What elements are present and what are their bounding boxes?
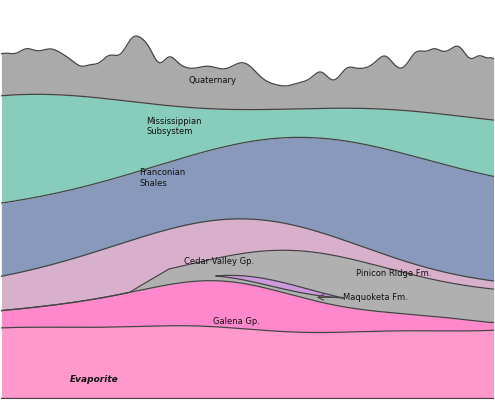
Text: Quaternary: Quaternary: [189, 76, 237, 85]
Text: Evaporite: Evaporite: [70, 375, 119, 384]
Polygon shape: [215, 275, 344, 298]
Text: Pinicon Ridge Fm.: Pinicon Ridge Fm.: [356, 269, 431, 278]
Text: Mississippian
Subsystem: Mississippian Subsystem: [147, 117, 202, 136]
Text: Galena Gp.: Galena Gp.: [213, 317, 260, 326]
Text: Franconian
Shales: Franconian Shales: [139, 168, 186, 188]
Text: Maquoketa Fm.: Maquoketa Fm.: [344, 293, 408, 302]
Text: Cedar Valley Gp.: Cedar Valley Gp.: [184, 257, 253, 266]
